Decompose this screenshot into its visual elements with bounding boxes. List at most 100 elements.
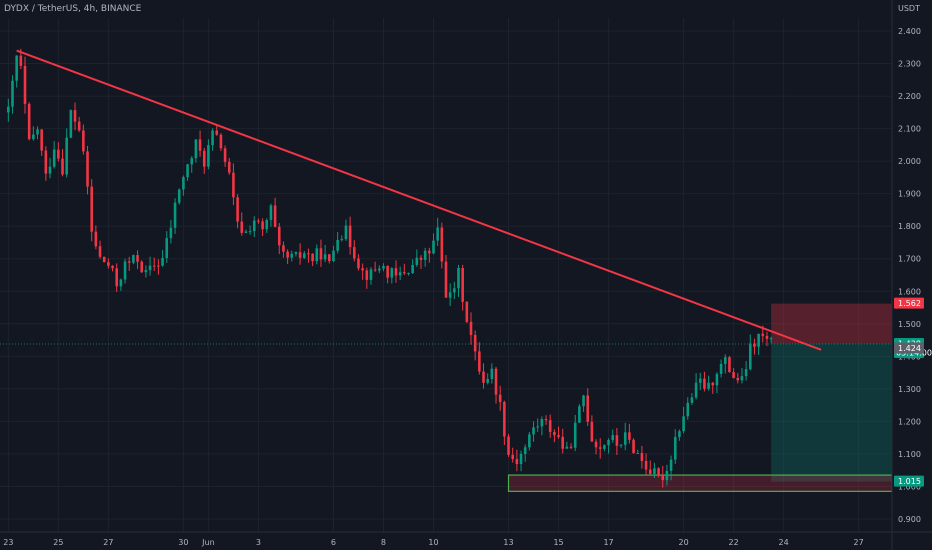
candle-body [353,247,356,259]
time-axis[interactable]: 23 25 27 30 Jun 3 6 8 10 13 15 17 20 22 24 27 [0,531,932,547]
x-tick-label: 27 [854,538,864,547]
candle-body [11,80,14,107]
candle-body [753,343,756,347]
candle-body [336,239,339,251]
take-profit-zone [771,343,892,482]
candle-body [507,436,510,455]
candle-body [286,251,289,258]
price-axis-unit: USDT [898,4,920,13]
x-tick-label: 3 [256,538,261,547]
candle-body [515,459,519,465]
candle-body [661,475,665,481]
y-tick-label: 2.200 [898,92,921,101]
stop-loss-zone [771,303,892,344]
candle-body [244,231,248,233]
x-tick-label: 6 [331,538,336,547]
candle-body [252,220,256,232]
candle-body [7,106,10,113]
candle-body [761,333,765,336]
candle-body [632,439,635,454]
candle-body [598,447,602,449]
candle-body [177,189,181,203]
candle-body [682,416,685,432]
candle-body [653,468,656,474]
candle-body [15,55,18,81]
y-tick-label: 2.400 [898,27,921,36]
candle-body [65,137,68,175]
candle-body [532,427,535,435]
candle-body [536,426,539,428]
candle-body [432,240,435,254]
y-tick-label: 1.300 [898,385,921,394]
x-tick-label: 17 [603,538,613,547]
price-badge [894,475,924,487]
candle-body [715,373,719,386]
candle-body [411,264,414,274]
candle-body [494,368,498,395]
candle-body [219,134,223,149]
candle-body [161,257,164,266]
candle-body [344,225,348,240]
candle-body [669,459,673,471]
candle-body [182,177,185,190]
x-tick-label: 13 [503,538,513,547]
candle-body [453,288,456,293]
candle-body [386,265,389,278]
candle-body [444,261,448,298]
candle-body [611,435,615,440]
candle-body [19,55,23,66]
candle-body [648,469,652,474]
candle-body [478,351,481,372]
candle-body [440,227,444,262]
candlestick-series [7,48,773,488]
candle-body [519,453,523,465]
candle-body [523,447,527,454]
candle-body [748,343,752,370]
candle-body [61,158,64,175]
candle-body [419,257,423,260]
candle-body [698,378,702,383]
candle-body [127,261,131,263]
candle-body [482,371,485,383]
candle-body [736,377,740,381]
candle-body [319,248,323,260]
candle-body [207,145,210,167]
candle-body [703,378,706,389]
x-tick-label: 23 [3,538,13,547]
candle-body [148,265,152,271]
candle-body [757,333,760,347]
candle-body [394,268,398,276]
x-tick-label: 20 [678,538,688,547]
candle-body [686,402,690,417]
candle-body [115,268,119,287]
x-tick-label: 22 [729,538,739,547]
candle-body [77,121,81,131]
candle-body [361,268,364,271]
candle-body [157,265,160,267]
candle-body [107,262,110,266]
candle-body [269,205,273,220]
x-tick-label: 10 [428,538,438,547]
candle-body [390,268,394,278]
price-axis[interactable]: USDT 2.400 2.300 2.200 2.100 2.000 1.900 1.800 1… [891,0,932,550]
candle-body [728,357,731,373]
candle-body [457,267,460,289]
candle-body [273,205,277,227]
candle-body [261,221,264,230]
candle-body [302,253,306,258]
candle-body [357,258,360,269]
candle-body [603,445,606,449]
candle-body [398,272,402,276]
x-tick-label: 27 [103,538,113,547]
candle-body [586,395,590,422]
y-tick-label: 1.700 [898,255,921,264]
candle-body [561,436,565,449]
x-tick-label: 24 [779,538,789,547]
candle-body [90,186,93,232]
candle-body [623,432,627,445]
candle-body [569,446,573,448]
candle-body [528,434,531,448]
candle-body [644,460,648,470]
